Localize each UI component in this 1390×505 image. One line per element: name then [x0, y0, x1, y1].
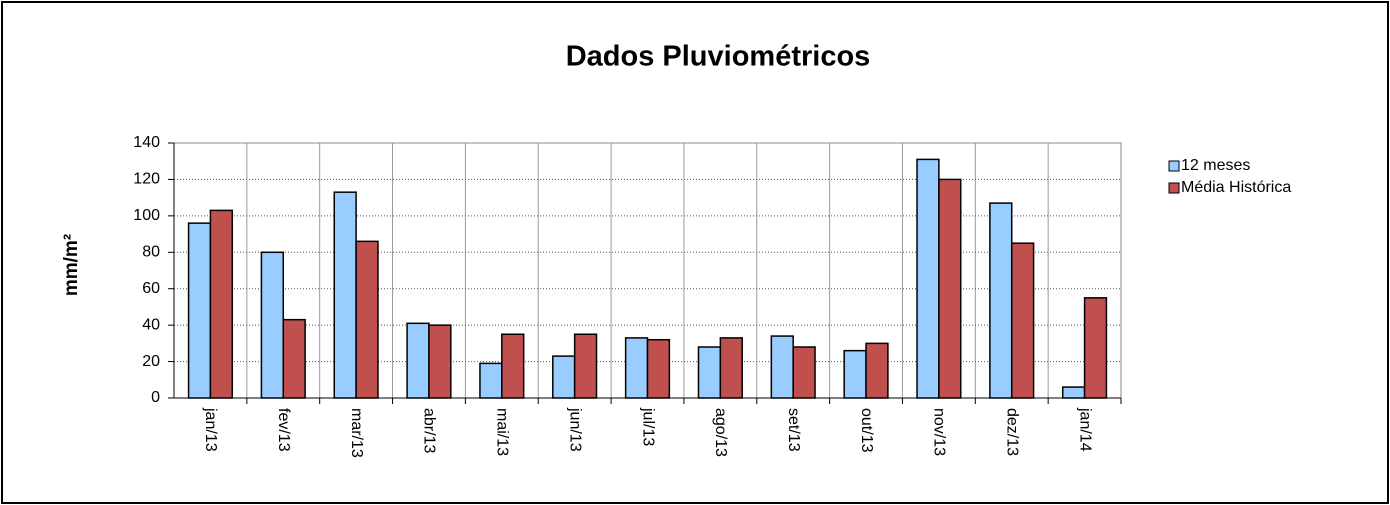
- x-tick-label: mai/13: [494, 408, 511, 456]
- x-tick-label: jan/14: [1076, 407, 1093, 452]
- x-tick-label: mar/13: [348, 408, 365, 458]
- bar: [501, 333, 525, 399]
- legend-swatch: [1168, 160, 1180, 172]
- bar: [406, 322, 430, 399]
- x-tick-label: out/13: [858, 408, 875, 453]
- legend-swatch: [1168, 182, 1180, 194]
- bar: [843, 349, 867, 399]
- x-tick-label: jun/13: [566, 407, 583, 452]
- y-tick-label: 100: [133, 207, 160, 224]
- bar: [282, 318, 306, 399]
- bar: [1010, 242, 1035, 399]
- bar: [428, 324, 452, 399]
- bar: [333, 191, 357, 399]
- bar: [573, 333, 598, 399]
- y-tick-label: 40: [142, 316, 160, 333]
- legend-label: Média Histórica: [1181, 179, 1291, 196]
- bar: [792, 346, 816, 399]
- x-tick-label: nov/13: [931, 408, 948, 456]
- bar: [719, 337, 743, 399]
- bar: [697, 346, 722, 399]
- bar: [989, 202, 1013, 399]
- y-tick-label: 20: [142, 353, 160, 370]
- x-tick-label: ago/13: [712, 408, 729, 457]
- bar: [552, 355, 576, 399]
- bar: [938, 178, 962, 399]
- bar: [1061, 386, 1086, 399]
- chart-title: Dados Pluviométricos: [566, 41, 871, 73]
- y-tick-label: 140: [133, 134, 160, 151]
- x-tick-label: jul/13: [639, 407, 656, 446]
- legend-label: 12 meses: [1181, 157, 1250, 174]
- bar: [479, 362, 503, 399]
- bar: [209, 209, 234, 399]
- bar: [260, 251, 285, 399]
- bar: [646, 338, 671, 399]
- y-tick-label: 60: [142, 280, 160, 297]
- y-tick-label: 0: [151, 389, 160, 406]
- y-tick-label: 80: [142, 244, 160, 261]
- x-tick-label: fev/13: [275, 408, 292, 452]
- x-tick-label: abr/13: [421, 408, 438, 453]
- x-tick-label: set/13: [785, 408, 802, 452]
- x-tick-label: jan/13: [202, 407, 219, 452]
- bar: [187, 222, 212, 399]
- bar: [355, 240, 379, 399]
- x-tick-label: dez/13: [1003, 408, 1020, 456]
- bar: [916, 158, 940, 399]
- bar: [624, 337, 649, 399]
- bar: [770, 335, 794, 399]
- y-axis-label: mm/m²: [61, 234, 82, 296]
- bar: [865, 342, 889, 399]
- bar: [1083, 297, 1108, 399]
- y-tick-label: 120: [133, 171, 160, 188]
